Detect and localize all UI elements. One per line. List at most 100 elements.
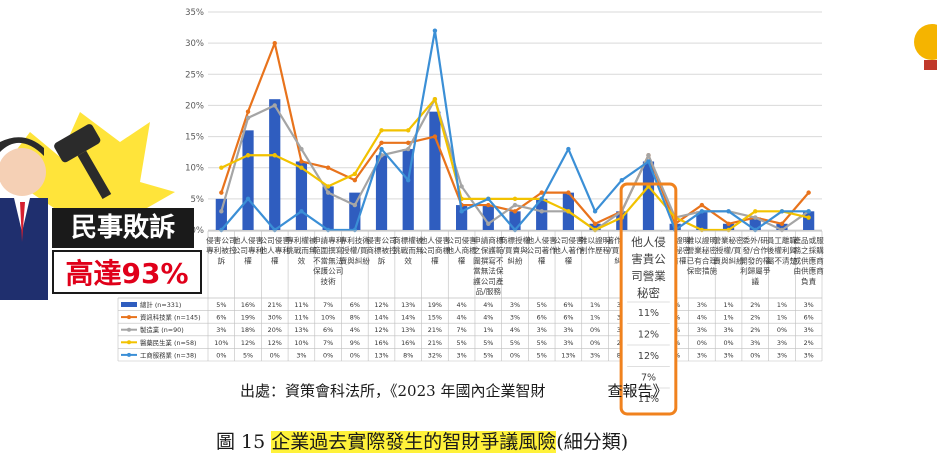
legend-swatch	[127, 327, 131, 332]
category-label: 難以證明	[687, 235, 718, 245]
category-label: 商標授權	[500, 235, 531, 245]
table-cell: 4%	[457, 301, 467, 309]
legend-label: 總計 (n=331)	[140, 300, 181, 309]
table-cell: 3%	[697, 326, 707, 334]
bar	[696, 211, 708, 230]
table-cell: 4%	[697, 314, 707, 322]
series-point	[299, 165, 304, 170]
series-point	[379, 146, 384, 152]
category-label: 糾紛	[507, 255, 523, 265]
table-cell: 0%	[270, 351, 280, 359]
category-label: 他人侵害	[233, 235, 264, 245]
series-point	[245, 115, 251, 121]
table-cell: 5%	[537, 301, 547, 309]
category-label: 公司侵害	[553, 235, 584, 245]
bar	[295, 161, 308, 230]
category-label: 護公司產	[473, 276, 504, 286]
category-label: 他人專利	[260, 245, 290, 255]
category-label: 權	[458, 255, 466, 265]
table-cell: 0%	[697, 339, 707, 347]
series-point	[486, 221, 491, 226]
series-point	[753, 209, 758, 214]
series-point	[432, 134, 438, 139]
category-label: 專利被控	[206, 245, 237, 255]
table-cell: 3%	[723, 351, 733, 359]
table-cell: 5%	[537, 339, 547, 347]
bar	[589, 223, 601, 230]
table-cell: 5%	[483, 339, 493, 347]
bar	[429, 111, 441, 230]
bar	[803, 211, 815, 230]
series-point	[379, 140, 384, 145]
highlight-value: 12%	[638, 330, 659, 341]
category-label: 挑戰而無	[393, 245, 424, 255]
table-cell: 4%	[510, 326, 520, 334]
category-label: 務之採購	[793, 245, 824, 255]
category-label: 他人著作	[553, 245, 584, 255]
table-cell: 6%	[350, 301, 360, 309]
series-point	[272, 153, 277, 158]
table-cell: 3%	[697, 301, 707, 309]
highlight-value: 11%	[638, 308, 659, 319]
table-cell: 21%	[428, 326, 442, 334]
source-text-head: 出處：資策會科法所，《2023 年國內企業智財	[240, 382, 546, 400]
series-point	[539, 196, 544, 202]
category-label: 公司專利	[233, 245, 263, 255]
table-cell: 14%	[374, 314, 388, 322]
series-point	[592, 221, 598, 226]
table-cell: 10%	[214, 339, 228, 347]
caption-prefix: 圖 15	[216, 431, 272, 453]
table-cell: 13%	[374, 351, 388, 359]
category-label: /買賣與	[502, 245, 528, 255]
category-label: 營業秘密	[713, 235, 744, 245]
bar	[749, 217, 761, 230]
table-cell: 3%	[804, 326, 814, 334]
table-cell: 9%	[350, 339, 360, 347]
table-cell: 1%	[723, 301, 733, 309]
table-cell: 4%	[483, 314, 493, 322]
series-point	[486, 196, 491, 202]
series-point	[486, 202, 491, 208]
category-label: 侵害公司	[366, 235, 396, 245]
caption-suffix: (細分類)	[556, 431, 629, 453]
table-cell: 3%	[590, 351, 600, 359]
table-cell: 0%	[510, 351, 520, 359]
lightbulb-icon	[906, 8, 937, 88]
series-point	[245, 196, 251, 202]
series-point	[219, 227, 224, 233]
table-cell: 5%	[216, 301, 226, 309]
category-label: 效	[298, 255, 306, 265]
table-cell: 5%	[483, 351, 493, 359]
table-cell: 3%	[563, 326, 573, 334]
category-label: 公司侵害	[446, 235, 477, 245]
figure-caption: 圖 15 企業過去實際發生的智財爭議風險(細分類)	[216, 427, 628, 454]
face-icon	[0, 148, 46, 196]
category-label: 開發的權	[740, 255, 771, 265]
series-point	[699, 227, 705, 233]
table-cell: 3%	[777, 339, 787, 347]
table-cell: 1%	[590, 301, 600, 309]
table-cell: 3%	[296, 351, 306, 359]
table-cell: 10%	[294, 339, 308, 347]
table-cell: 1%	[590, 314, 600, 322]
y-tick-label: 0%	[191, 226, 205, 236]
series-point	[406, 128, 411, 133]
series-point	[406, 146, 411, 152]
category-label: 後權利歸	[767, 245, 798, 255]
badge-line2: 高達93%	[52, 250, 202, 294]
category-label: 圍撰寫不	[473, 255, 504, 265]
table-cell: 3%	[697, 351, 707, 359]
table-cell: 10%	[321, 314, 335, 322]
table-cell: 6%	[563, 314, 573, 322]
category-label: 由供應商	[793, 266, 824, 276]
table-cell: 12%	[241, 339, 255, 347]
category-label: 授權/買	[342, 245, 368, 255]
hair-shape	[0, 137, 44, 156]
table-cell: 5%	[537, 351, 547, 359]
series-point	[806, 209, 811, 214]
series-point	[566, 146, 571, 152]
category-label: 產品或服	[793, 235, 824, 245]
series-point	[406, 140, 411, 145]
lawsuit-illustration	[0, 112, 205, 300]
table-cell: 0%	[590, 326, 600, 334]
